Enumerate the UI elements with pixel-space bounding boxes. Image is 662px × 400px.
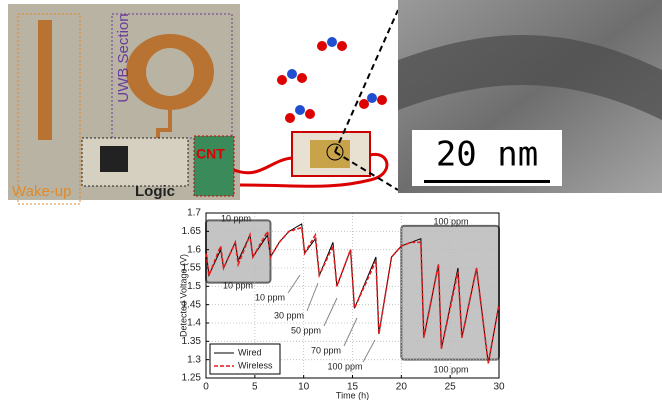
y-tick-label: 1.25 bbox=[182, 373, 202, 384]
y-tick-label: 1.6 bbox=[187, 244, 201, 255]
annotation: 50 ppm bbox=[291, 325, 321, 335]
y-tick-label: 1.5 bbox=[187, 281, 201, 292]
highlight-region bbox=[205, 219, 272, 284]
x-tick-label: 5 bbox=[252, 382, 258, 393]
y-tick-label: 1.35 bbox=[182, 336, 202, 347]
series-line bbox=[205, 226, 500, 364]
annotation: 100 ppm bbox=[433, 216, 468, 226]
logic-label: Logic bbox=[135, 183, 175, 200]
annotation: 10 ppm bbox=[255, 292, 285, 302]
tem-image: 20 nm bbox=[398, 0, 662, 193]
x-tick-label: 15 bbox=[347, 382, 359, 393]
annotation-arrow bbox=[362, 339, 376, 363]
annotation-arrow bbox=[287, 274, 301, 294]
sensor-chip bbox=[233, 9, 399, 191]
y-axis-label: Detected Voltage (V) bbox=[178, 254, 188, 337]
y-tick-label: 1.4 bbox=[187, 318, 201, 329]
uwb-label: UWB Section bbox=[115, 13, 132, 102]
y-tick-label: 1.55 bbox=[182, 263, 202, 274]
y-tick-label: 1.3 bbox=[187, 354, 201, 365]
board-photo: UWB Section CNT Wake-up Logic bbox=[8, 4, 240, 205]
x-tick-label: 10 bbox=[298, 382, 310, 393]
scale-bar-label: 20 nm bbox=[436, 135, 538, 175]
annotation: 30 ppm bbox=[274, 310, 304, 320]
cnt-label: CNT bbox=[196, 146, 225, 162]
legend-box bbox=[209, 343, 281, 375]
annotation: 10 ppm bbox=[221, 213, 251, 223]
legend-label: Wired bbox=[238, 347, 262, 357]
y-tick-label: 1.65 bbox=[182, 226, 202, 237]
x-tick-label: 30 bbox=[493, 382, 505, 393]
annotation-arrow bbox=[323, 297, 338, 327]
annotation: 10 ppm bbox=[223, 280, 253, 290]
annotation: 100 ppm bbox=[327, 361, 362, 371]
plot-frame bbox=[205, 212, 500, 379]
x-tick-label: 0 bbox=[203, 382, 209, 393]
voltage-chart: 1.25 1.3 1.35 1.4 1.45 1.5 1.55 1.6 1.65 1.7 0 5 10 1… bbox=[178, 208, 505, 400]
wakeup-label: Wake-up bbox=[12, 183, 71, 200]
x-tick-label: 25 bbox=[445, 382, 457, 393]
annotation-arrow bbox=[343, 317, 358, 347]
x-axis-label: Time (h) bbox=[336, 390, 369, 400]
x-tick-label: 20 bbox=[396, 382, 408, 393]
y-tick-label: 1.45 bbox=[182, 299, 202, 310]
legend-label: Wireless bbox=[238, 360, 273, 370]
annotation-arrow bbox=[306, 282, 319, 312]
y-tick-label: 1.7 bbox=[187, 208, 201, 219]
annotation: 100 ppm bbox=[433, 364, 468, 374]
molecules bbox=[277, 37, 387, 123]
series-line bbox=[205, 223, 500, 364]
annotation: 70 ppm bbox=[311, 345, 341, 355]
